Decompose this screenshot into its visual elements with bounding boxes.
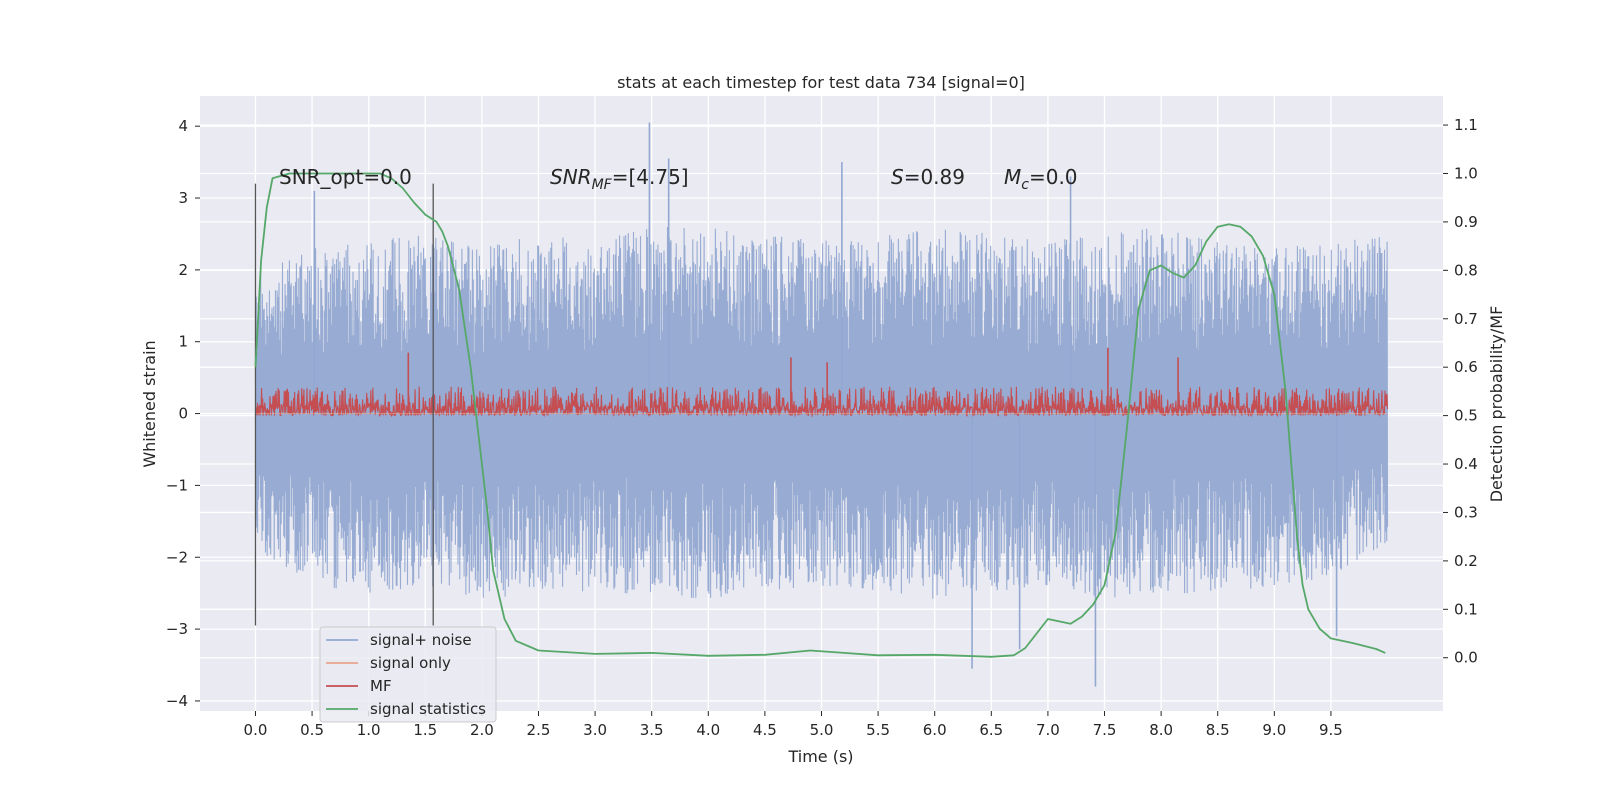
x-tick-label: 9.5: [1319, 721, 1343, 739]
x-axis-ticks: 0.0 0.5 1.0 1.5 2.0 2.5 3.0 3.5 4.0 4.5 5.0 5.5 6.0 6…: [244, 711, 1343, 739]
legend-label-mf: MF: [370, 677, 392, 695]
x-tick-label: 5.0: [810, 721, 834, 739]
chart-title: stats at each timestep for test data 734…: [617, 73, 1025, 92]
mc-value: =0.0: [1029, 165, 1078, 189]
snr-mf-value: =[4.75]: [612, 165, 689, 189]
x-tick-label: 9.0: [1262, 721, 1286, 739]
legend: signal+ noise signal only MF signal stat…: [319, 626, 497, 723]
y-tick-label: 3: [178, 189, 188, 207]
y-tick-label: 4: [178, 117, 188, 135]
signal-statistics-line: [254, 172, 1386, 658]
legend-label-signal-only: signal only: [370, 654, 451, 672]
s-annotation: S=0.89: [891, 165, 965, 189]
y2-tick-label: 0.5: [1454, 407, 1478, 425]
x-tick-label: 1.5: [413, 721, 437, 739]
x-tick-label: 0.5: [300, 721, 324, 739]
x-tick-label: 3.0: [583, 721, 607, 739]
snr-mf-main: SNR: [550, 165, 592, 189]
mf-trace: [254, 386, 1389, 418]
legend-box: [319, 626, 497, 723]
y2-tick-label: 0.7: [1454, 310, 1478, 328]
legend-label-signal-noise: signal+ noise: [370, 631, 472, 649]
y-tick-label: −1: [166, 476, 188, 494]
y2-tick-label: 0.4: [1454, 455, 1478, 473]
mc-sub: c: [1021, 177, 1029, 193]
signal-statistics-series: [254, 172, 1386, 658]
y2-tick-label: 0.2: [1454, 552, 1478, 570]
snr-opt-annotation: SNR_opt=0.0: [279, 165, 412, 189]
mc-main: M: [1004, 165, 1021, 189]
y-axis-label: Whitened strain: [140, 340, 159, 467]
x-tick-label: 8.5: [1206, 721, 1230, 739]
y2-tick-label: 0.3: [1454, 503, 1478, 521]
y2-tick-label: 0.0: [1454, 649, 1478, 667]
y-tick-label: −2: [166, 548, 188, 566]
signal-noise-trace: [254, 226, 1389, 599]
x-tick-label: 4.0: [696, 721, 720, 739]
x-tick-label: 8.0: [1149, 721, 1173, 739]
y-axis-ticks: 4 3 2 1 0 −1 −2 −3 −4: [166, 117, 200, 710]
s-value: =0.89: [904, 165, 965, 189]
x-tick-label: 3.5: [640, 721, 664, 739]
y-tick-label: 2: [178, 261, 188, 279]
y2-tick-label: 0.6: [1454, 358, 1478, 376]
y-tick-label: 1: [178, 333, 188, 351]
x-tick-label: 7.5: [1093, 721, 1117, 739]
x-tick-label: 6.0: [923, 721, 947, 739]
x-axis-label: Time (s): [787, 747, 853, 766]
x-tick-label: 6.5: [979, 721, 1003, 739]
y2-axis-label: Detection probability/MF: [1487, 306, 1506, 503]
y2-axis-ticks: 1.1 1.0 0.9 0.8 0.7 0.6 0.5 0.4 0.3 0.2 0.1 0.0: [1443, 116, 1478, 667]
snr-mf-sub: MF: [592, 177, 613, 193]
s-main: S: [891, 165, 904, 189]
x-tick-label: 7.0: [1036, 721, 1060, 739]
y2-tick-label: 1.1: [1454, 116, 1478, 134]
legend-label-signal-statistics: signal statistics: [370, 700, 486, 718]
y2-tick-label: 1.0: [1454, 164, 1478, 182]
x-tick-label: 5.5: [866, 721, 890, 739]
x-tick-label: 2.5: [527, 721, 551, 739]
y2-tick-label: 0.8: [1454, 261, 1478, 279]
y-tick-label: −4: [166, 692, 188, 710]
x-tick-label: 0.0: [244, 721, 268, 739]
y2-tick-label: 0.1: [1454, 600, 1478, 618]
snr-mf-annotation: SNRMF=[4.75]: [550, 165, 689, 193]
vertical-markers: [254, 183, 434, 626]
x-tick-label: 1.0: [357, 721, 381, 739]
y-tick-label: 0: [178, 405, 188, 423]
x-tick-label: 2.0: [470, 721, 494, 739]
x-tick-label: 4.5: [753, 721, 777, 739]
mf-series: [254, 347, 1389, 418]
y2-tick-label: 0.9: [1454, 213, 1478, 231]
mc-annotation: Mc=0.0: [1004, 165, 1078, 193]
signal-noise-series: [254, 122, 1389, 687]
y-tick-label: −3: [166, 620, 188, 638]
